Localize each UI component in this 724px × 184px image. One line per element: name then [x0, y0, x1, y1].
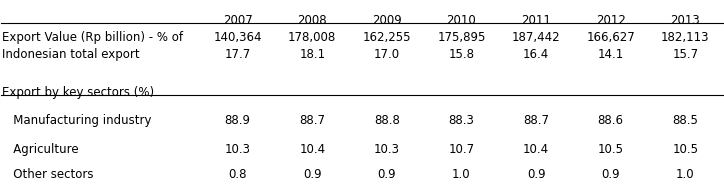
- Text: 140,364
17.7: 140,364 17.7: [214, 31, 262, 61]
- Text: 88.5: 88.5: [673, 114, 698, 128]
- Text: 0.9: 0.9: [602, 167, 620, 181]
- Text: 2007: 2007: [223, 14, 253, 27]
- Text: 10.4: 10.4: [299, 143, 325, 156]
- Text: 166,627
14.1: 166,627 14.1: [586, 31, 635, 61]
- Text: 2010: 2010: [447, 14, 476, 27]
- Text: 187,442
16.4: 187,442 16.4: [512, 31, 560, 61]
- Text: Other sectors: Other sectors: [2, 167, 93, 181]
- Text: 2009: 2009: [372, 14, 402, 27]
- Text: 10.5: 10.5: [598, 143, 623, 156]
- Text: 162,255
17.0: 162,255 17.0: [363, 31, 411, 61]
- Text: 10.5: 10.5: [673, 143, 699, 156]
- Text: 88.8: 88.8: [374, 114, 400, 128]
- Text: 0.9: 0.9: [377, 167, 396, 181]
- Text: Export by key sectors (%): Export by key sectors (%): [2, 86, 154, 99]
- Text: 10.3: 10.3: [224, 143, 251, 156]
- Text: Export Value (Rp billion) - % of
Indonesian total export: Export Value (Rp billion) - % of Indones…: [2, 31, 183, 61]
- Text: 88.3: 88.3: [449, 114, 474, 128]
- Text: 88.7: 88.7: [523, 114, 549, 128]
- Text: Manufacturing industry: Manufacturing industry: [2, 114, 151, 128]
- Text: 0.8: 0.8: [228, 167, 247, 181]
- Text: 2011: 2011: [521, 14, 551, 27]
- Text: 182,113
15.7: 182,113 15.7: [661, 31, 710, 61]
- Text: 88.6: 88.6: [598, 114, 623, 128]
- Text: 2013: 2013: [670, 14, 700, 27]
- Text: 0.9: 0.9: [303, 167, 321, 181]
- Text: 10.7: 10.7: [448, 143, 474, 156]
- Text: Agriculture: Agriculture: [2, 143, 79, 156]
- Text: 10.4: 10.4: [523, 143, 549, 156]
- Text: 1.0: 1.0: [676, 167, 694, 181]
- Text: 0.9: 0.9: [527, 167, 545, 181]
- Text: 178,008
18.1: 178,008 18.1: [288, 31, 337, 61]
- Text: 2012: 2012: [596, 14, 626, 27]
- Text: 10.3: 10.3: [374, 143, 400, 156]
- Text: 88.7: 88.7: [299, 114, 325, 128]
- Text: 88.9: 88.9: [224, 114, 251, 128]
- Text: 2008: 2008: [298, 14, 327, 27]
- Text: 175,895
15.8: 175,895 15.8: [437, 31, 486, 61]
- Text: 1.0: 1.0: [452, 167, 471, 181]
